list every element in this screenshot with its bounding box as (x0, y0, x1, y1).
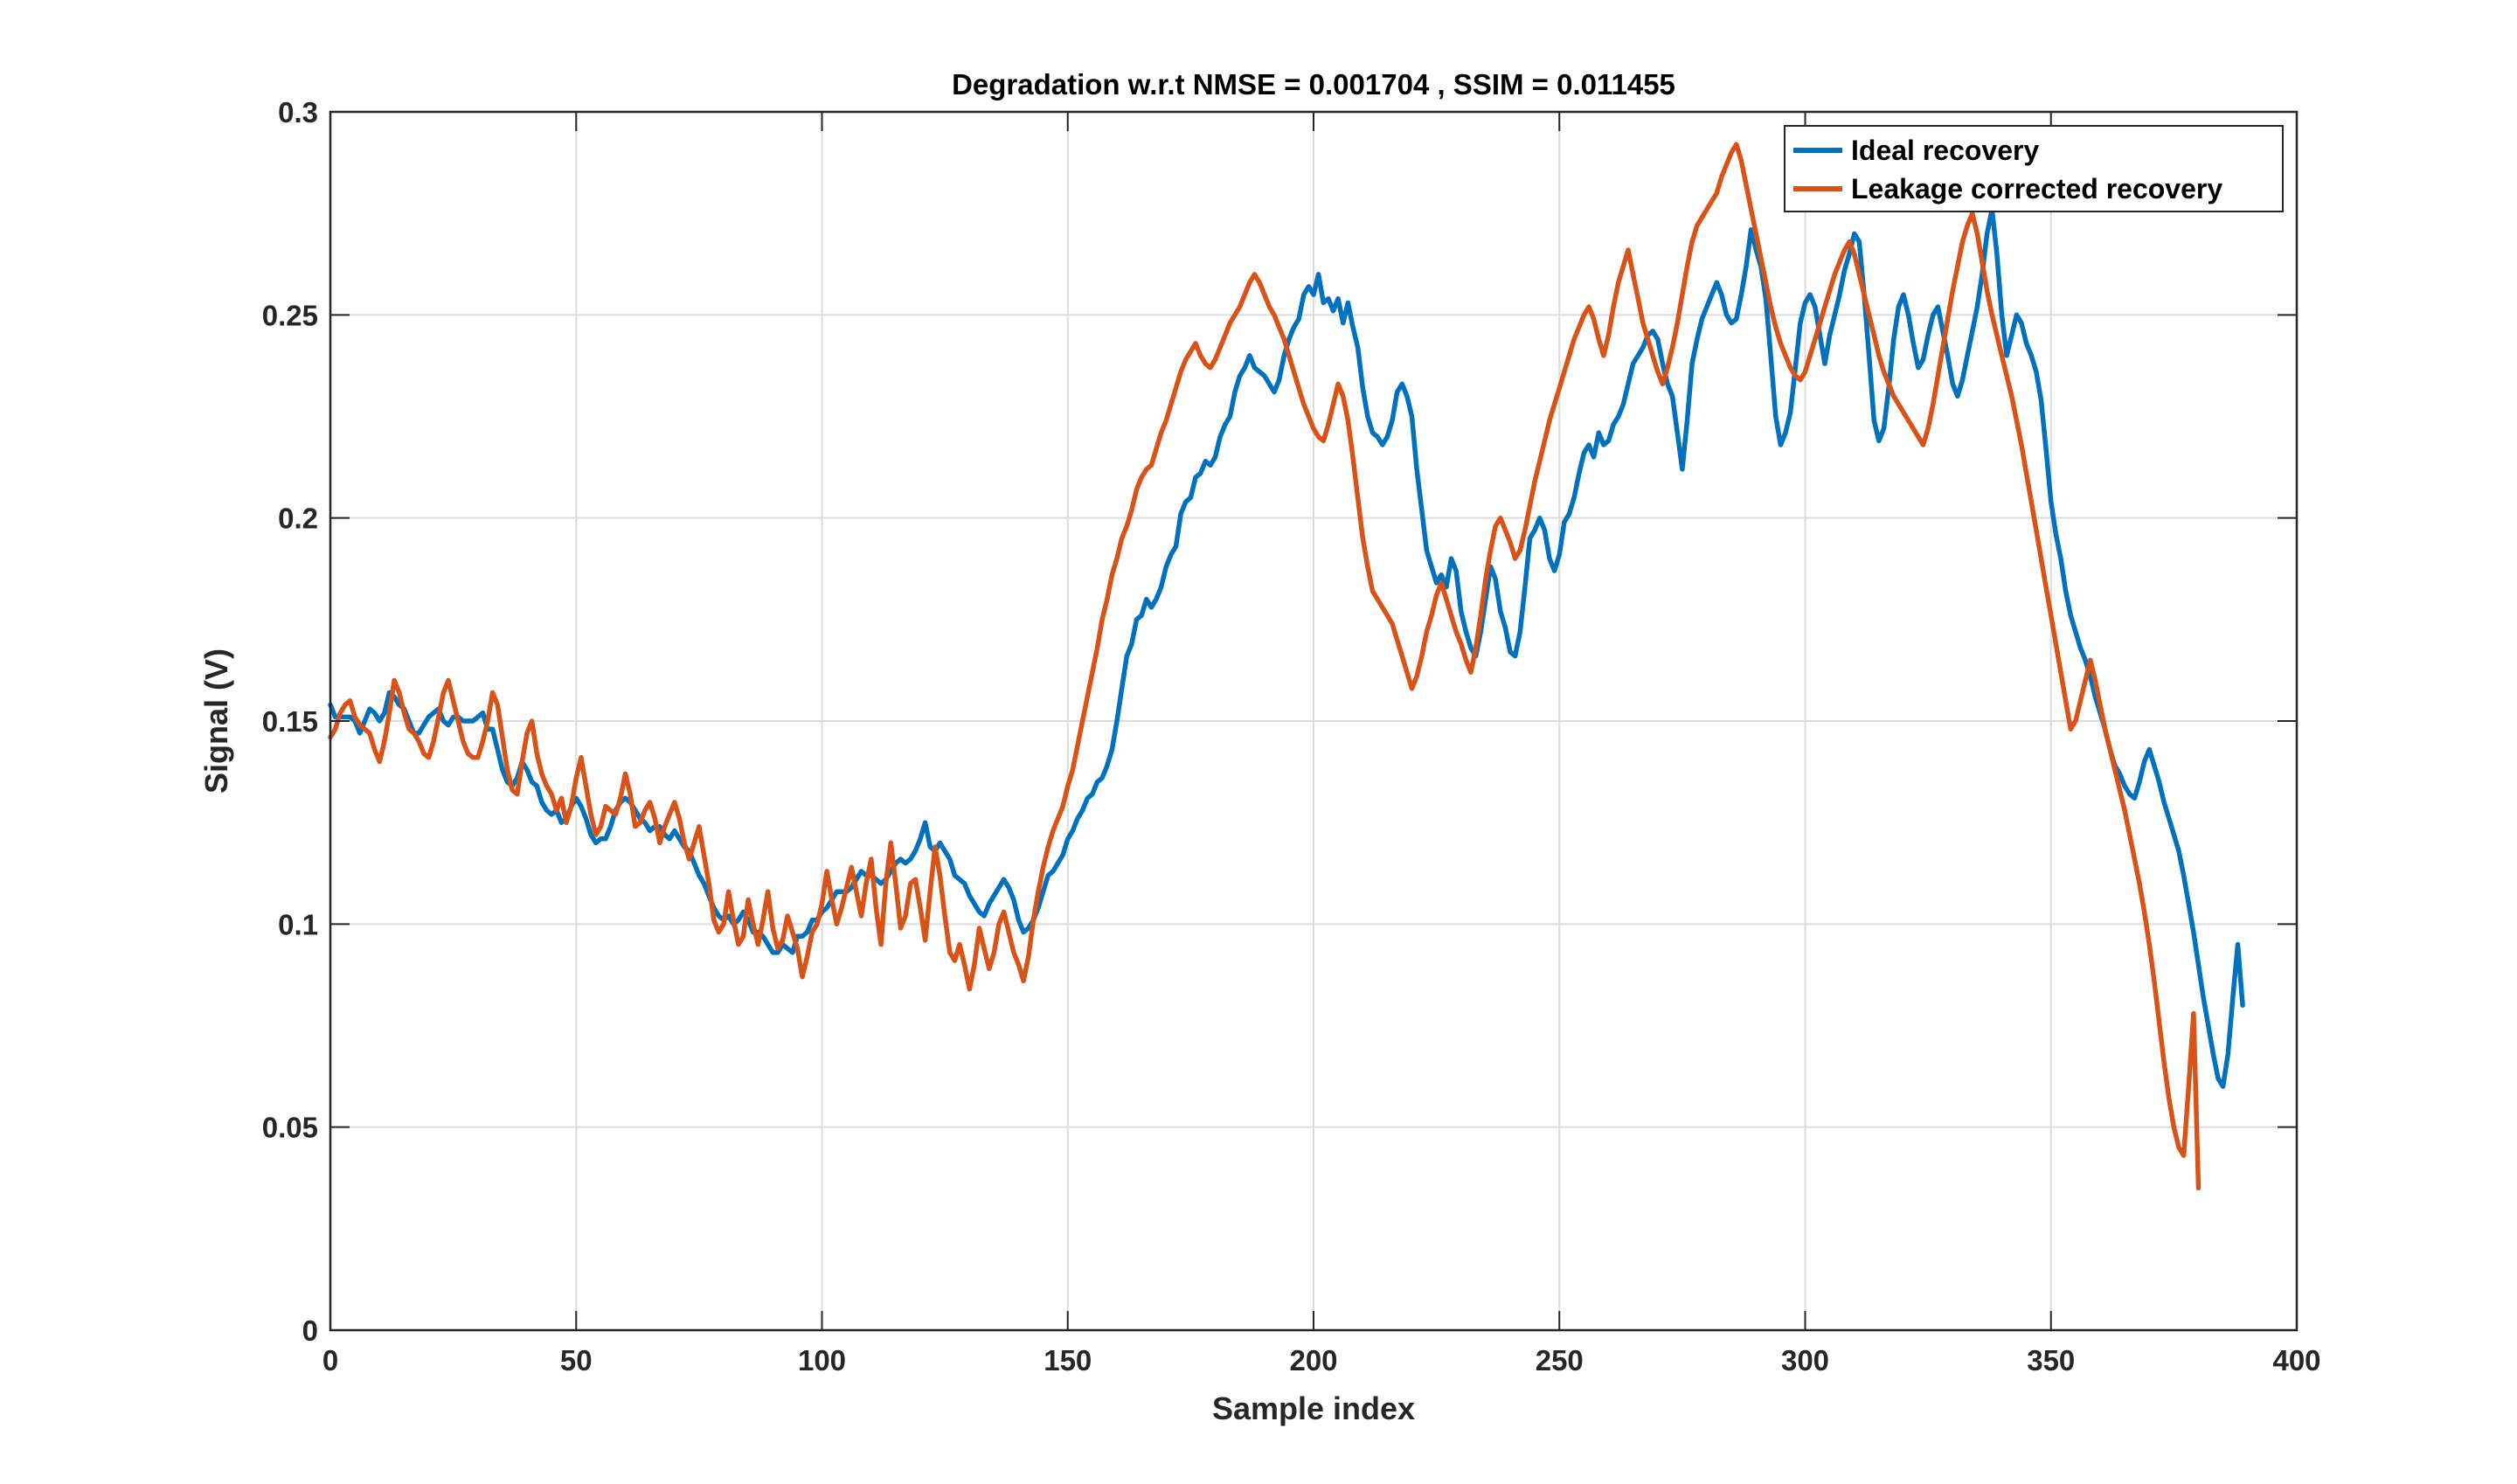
y-tick-label: 0.3 (278, 96, 318, 128)
x-tick-label: 150 (1044, 1344, 1092, 1377)
x-tick-label: 100 (798, 1344, 846, 1377)
series-line-2 (328, 142, 2202, 1191)
x-tick-label: 200 (1289, 1344, 1337, 1377)
y-tick-label: 0.05 (262, 1112, 318, 1144)
ticks: 0 50 100 150 200 250 300 350 400 0 0.05 0.1 0.15 0.2 0… (262, 96, 2321, 1377)
x-tick-label: 400 (2272, 1344, 2320, 1377)
x-tick-label: 350 (2027, 1344, 2075, 1377)
x-tick-label: 0 (322, 1344, 338, 1377)
y-axis-label: Signal (V) (198, 648, 234, 794)
x-tick-label: 300 (1781, 1344, 1829, 1377)
chart-title: Degradation w.r.t NMSE = 0.001704 , SSIM… (952, 68, 1675, 101)
series-layer (328, 142, 2245, 1191)
legend-label: Leakage corrected recovery (1851, 173, 2222, 205)
legend: Ideal recovery Leakage corrected recovery (1784, 125, 2284, 212)
y-tick-label: 0 (302, 1314, 318, 1347)
legend-label: Ideal recovery (1851, 135, 2039, 166)
y-tick-label: 0.15 (262, 705, 318, 738)
y-tick-label: 0.25 (262, 299, 318, 331)
x-tick-label: 250 (1536, 1344, 1584, 1377)
x-axis-label: Sample index (1212, 1390, 1415, 1426)
x-tick-label: 50 (560, 1344, 593, 1377)
y-tick-label: 0.2 (278, 503, 318, 535)
legend-box (1784, 125, 2284, 212)
y-tick-label: 0.1 (278, 908, 318, 940)
